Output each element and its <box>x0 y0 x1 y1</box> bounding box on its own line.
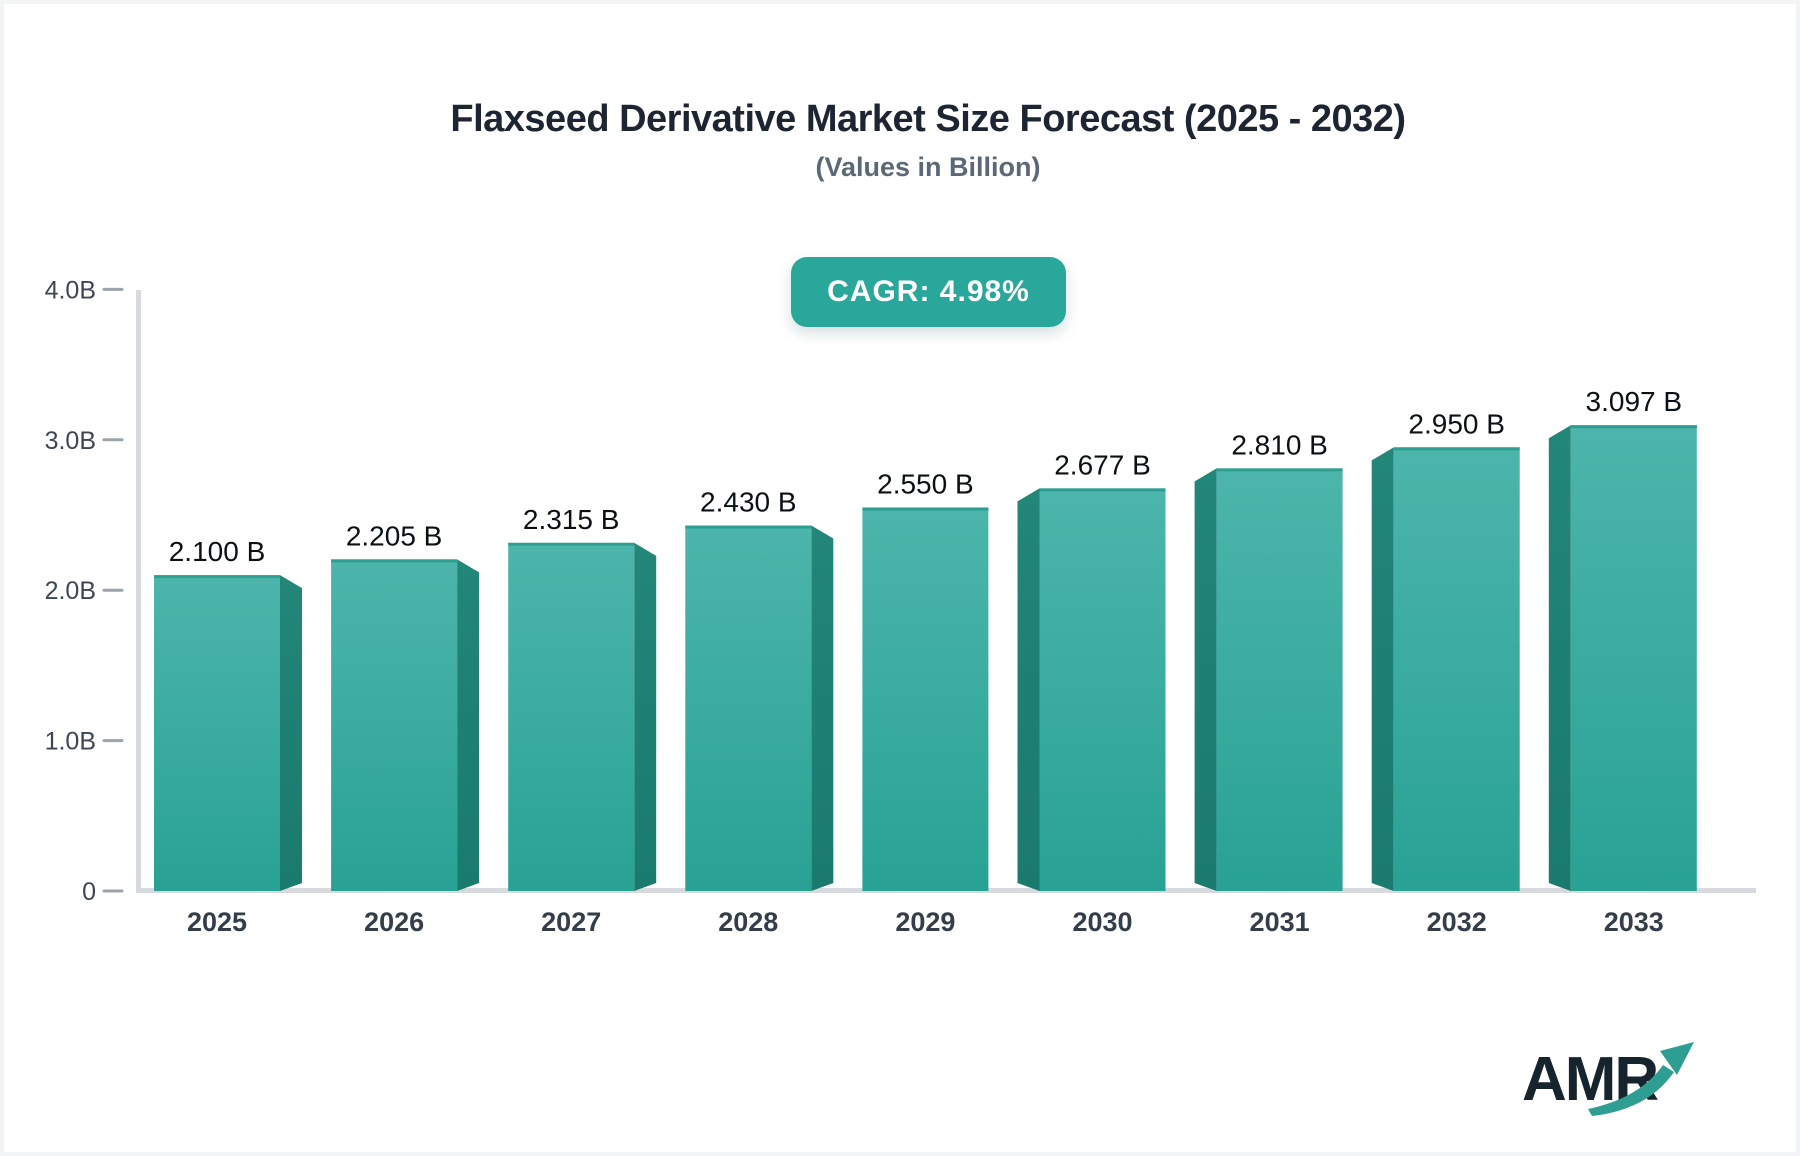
bar-2032 <box>1371 447 1520 891</box>
amr-logo: AMR <box>1522 1042 1694 1116</box>
x-axis-label: 2029 <box>895 907 955 937</box>
bar-side <box>1548 425 1571 891</box>
amr-logo-text: AMR <box>1522 1045 1658 1114</box>
labels-layer: 2.100 B 2025 2.205 B 2026 2.315 B 2027 2.430 B… <box>169 386 1682 937</box>
bar-top-edge <box>862 507 989 511</box>
chart-subtitle: (Values in Billion) <box>815 152 1041 182</box>
bar-2031 <box>1194 468 1343 891</box>
bars-layer <box>154 425 1697 891</box>
bar-side <box>457 559 480 891</box>
y-axis-line <box>136 290 141 893</box>
amr-logo-arrow-icon <box>1588 1065 1674 1116</box>
amr-logo-arrowhead-icon <box>1660 1042 1694 1075</box>
bar-top-edge <box>154 575 280 579</box>
x-axis-label: 2025 <box>187 907 247 937</box>
bar-value-label: 3.097 B <box>1586 386 1683 417</box>
bar-top-edge <box>1039 488 1166 492</box>
x-axis-label: 2031 <box>1250 907 1310 937</box>
bar-face <box>331 559 458 891</box>
bar-value-label: 2.100 B <box>169 536 266 567</box>
y-axis-tick-label: 0 <box>82 878 96 906</box>
bar-face <box>1570 425 1697 891</box>
bar-top-edge <box>508 542 635 546</box>
y-axis-tick-label: 4.0B <box>45 276 96 304</box>
x-axis-label: 2030 <box>1072 907 1132 937</box>
bar-side <box>1371 447 1394 891</box>
bar-face <box>1216 468 1343 891</box>
bar-2030 <box>1017 488 1166 891</box>
bar-value-label: 2.677 B <box>1054 449 1151 480</box>
bar-2026 <box>331 559 480 891</box>
bar-2033 <box>1548 425 1697 891</box>
y-axis-tick-label: 2.0B <box>45 577 96 605</box>
y-axis-tick-label: 3.0B <box>45 427 96 455</box>
x-axis-label: 2033 <box>1604 907 1664 937</box>
bar-side <box>1194 468 1217 891</box>
bar-2029 <box>862 507 989 891</box>
bar-side <box>280 575 302 891</box>
x-axis-label: 2026 <box>364 907 424 937</box>
bar-side <box>1017 488 1040 891</box>
bar-value-label: 2.950 B <box>1408 408 1505 439</box>
bar-value-label: 2.550 B <box>877 468 974 499</box>
bar-chart: 4.0B 3.0B 2.0B 1.0B 0 2.100 B 2025 2.205 B 2026… <box>45 276 1756 937</box>
bar-face <box>685 525 812 891</box>
x-axis-label: 2032 <box>1427 907 1487 937</box>
bar-face <box>1393 447 1520 891</box>
bar-value-label: 2.205 B <box>346 520 443 551</box>
bar-2027 <box>508 542 657 891</box>
y-axis-tick-label: 1.0B <box>45 728 96 756</box>
bar-value-label: 2.810 B <box>1231 429 1328 460</box>
bar-2025 <box>154 575 302 891</box>
x-axis-label: 2028 <box>718 907 778 937</box>
bar-face <box>1039 488 1166 891</box>
bar-2028 <box>685 525 834 891</box>
bar-top-edge <box>1393 447 1520 451</box>
bar-face <box>862 507 989 891</box>
bar-side <box>634 542 657 891</box>
x-axis-label: 2027 <box>541 907 601 937</box>
bar-top-edge <box>331 559 458 563</box>
bar-face <box>154 575 280 891</box>
cagr-badge: CAGR: 4.98% <box>791 257 1066 327</box>
bar-top-edge <box>1570 425 1697 429</box>
bar-top-edge <box>1216 468 1343 472</box>
bar-face <box>508 542 635 891</box>
chart-title: Flaxseed Derivative Market Size Forecast… <box>450 98 1406 140</box>
bar-top-edge <box>685 525 812 529</box>
bar-value-label: 2.315 B <box>523 504 620 535</box>
bar-value-label: 2.430 B <box>700 487 797 518</box>
bar-side <box>811 525 834 891</box>
